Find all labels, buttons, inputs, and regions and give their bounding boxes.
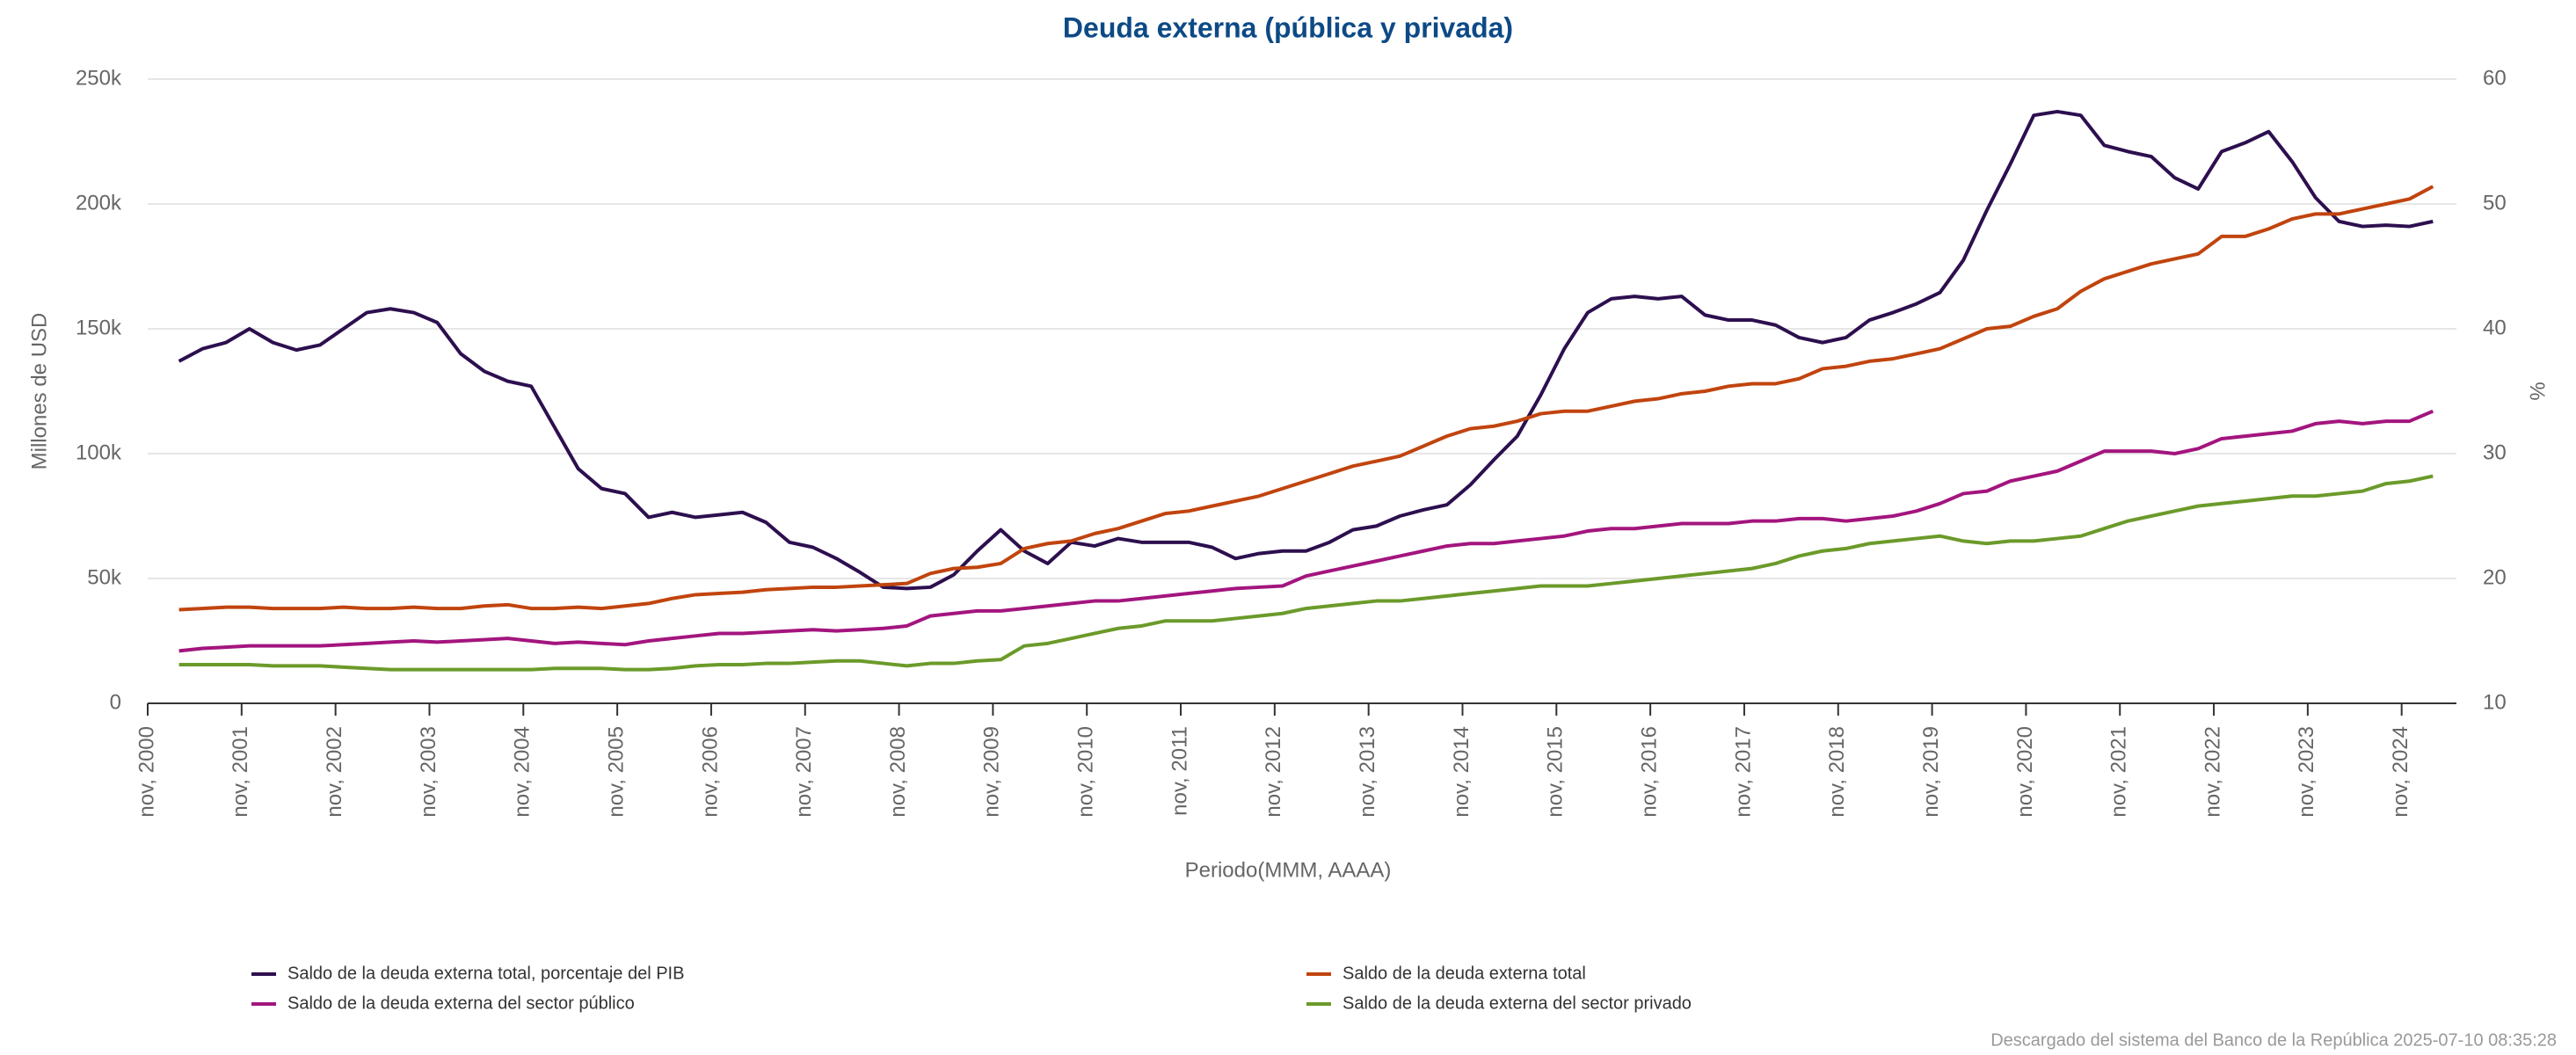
x-tick-label: nov, 2010 [1074, 726, 1098, 818]
x-tick-label: nov, 2017 [1731, 726, 1755, 818]
y2-tick-label: 30 [2483, 440, 2507, 464]
legend-label: Saldo de la deuda externa del sector pri… [1343, 993, 1692, 1013]
y-tick-label: 150k [76, 316, 122, 339]
series-line [178, 109, 2434, 591]
x-tick-label: nov, 2009 [980, 726, 1004, 818]
x-tick-label: nov, 2004 [511, 726, 535, 818]
y2-tick-label: 10 [2483, 690, 2507, 714]
series-line [178, 185, 2434, 612]
x-tick-label: nov, 2015 [1544, 726, 1568, 818]
x-tick-label: nov, 2002 [323, 726, 346, 818]
x-tick-label: nov, 2007 [792, 726, 816, 818]
x-tick-label: nov, 2014 [1450, 726, 1474, 818]
y-tick-label: 200k [76, 191, 122, 215]
y-tick-label: 250k [76, 66, 122, 90]
footer: Descargado del sistema del Banco de la R… [1990, 1030, 2557, 1050]
y2-tick-label: 50 [2483, 191, 2507, 215]
series-line [178, 474, 2434, 672]
x-tick-label: nov, 2018 [1825, 726, 1849, 818]
x-tick-label: nov, 2019 [1919, 726, 1943, 818]
x-tick-label: nov, 2005 [604, 726, 628, 818]
x-axis-label: Periodo(MMM, AAAA) [1185, 858, 1392, 882]
y-tick-label: 50k [87, 565, 122, 589]
y2-tick-label: 40 [2483, 316, 2507, 339]
legend-label: Saldo de la deuda externa total [1343, 964, 1586, 983]
x-tick-label: nov, 2012 [1262, 726, 1285, 818]
y-axis-label: Millones de USD [27, 313, 51, 470]
x-tick-label: nov, 2006 [698, 726, 722, 818]
y-tick-label: 0 [110, 690, 121, 714]
y2-axis-label: % [2526, 382, 2550, 400]
x-tick-label: nov, 2023 [2295, 726, 2318, 818]
y-tick-label: 100k [76, 440, 122, 464]
x-tick-label: nov, 2021 [2107, 726, 2131, 818]
y2-tick-label: 60 [2483, 66, 2507, 90]
x-tick-label: nov, 2016 [1637, 726, 1661, 818]
x-tick-label: nov, 2001 [229, 726, 252, 818]
legend-label: Saldo de la deuda externa total, porcent… [287, 964, 684, 983]
x-tick-label: nov, 2024 [2389, 726, 2412, 818]
x-tick-label: nov, 2013 [1356, 726, 1379, 818]
y2-tick-label: 20 [2483, 565, 2507, 589]
series-line [178, 409, 2434, 653]
legend-label: Saldo de la deuda externa del sector púb… [287, 993, 635, 1013]
x-tick-label: nov, 2003 [417, 726, 440, 818]
x-tick-label: nov, 2008 [886, 726, 910, 818]
x-tick-label: nov, 2000 [135, 726, 158, 818]
x-tick-label: nov, 2022 [2201, 726, 2224, 818]
x-tick-label: nov, 2020 [2013, 726, 2037, 818]
chart-title: Deuda externa (pública y privada) [1063, 11, 1513, 43]
x-tick-label: nov, 2011 [1168, 726, 1191, 816]
